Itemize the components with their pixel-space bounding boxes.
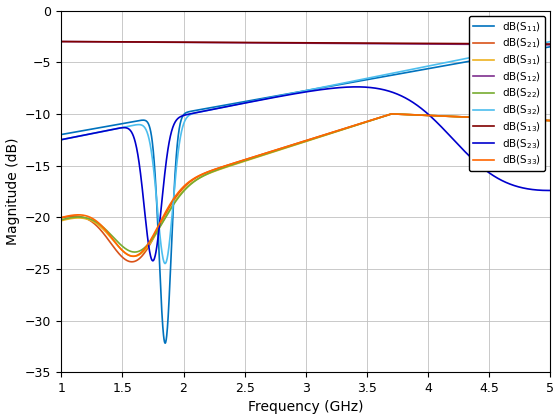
- Legend: dB(S$_{11}$), dB(S$_{21}$), dB(S$_{31}$), dB(S$_{12}$), dB(S$_{22}$), dB(S$_{32}: dB(S$_{11}$), dB(S$_{21}$), dB(S$_{31}$)…: [469, 16, 545, 171]
- dB(S$_{22}$): [533, 118, 540, 123]
- dB(S$_{31}$): [58, 218, 64, 223]
- dB(S$_{13}$): [533, 42, 540, 47]
- dB(S$_{21}$): [388, 111, 395, 116]
- Line: dB(S$_{11}$): dB(S$_{11}$): [61, 47, 550, 343]
- Line: dB(S$_{33}$): dB(S$_{33}$): [61, 114, 550, 256]
- dB(S$_{31}$): [283, 145, 290, 150]
- dB(S$_{31}$): [130, 254, 137, 259]
- dB(S$_{33}$): [547, 118, 554, 123]
- dB(S$_{13}$): [547, 42, 554, 47]
- dB(S$_{23}$): [444, 130, 450, 135]
- dB(S$_{33}$): [444, 114, 450, 119]
- dB(S$_{11}$): [533, 47, 540, 52]
- dB(S$_{32}$): [547, 39, 554, 44]
- Line: dB(S$_{22}$): dB(S$_{22}$): [61, 114, 550, 252]
- dB(S$_{21}$): [83, 216, 90, 221]
- dB(S$_{13}$): [58, 39, 64, 44]
- dB(S$_{21}$): [283, 144, 290, 149]
- dB(S$_{22}$): [131, 249, 138, 255]
- dB(S$_{21}$): [444, 114, 450, 119]
- dB(S$_{22}$): [547, 118, 554, 123]
- dB(S$_{23}$): [547, 188, 554, 193]
- dB(S$_{21}$): [129, 259, 136, 264]
- dB(S$_{33}$): [83, 213, 90, 218]
- dB(S$_{32}$): [533, 42, 540, 47]
- dB(S$_{11}$): [283, 92, 290, 97]
- dB(S$_{13}$): [83, 39, 90, 44]
- dB(S$_{21}$): [533, 118, 540, 123]
- dB(S$_{11}$): [58, 132, 64, 137]
- Line: dB(S$_{21}$): dB(S$_{21}$): [61, 114, 550, 262]
- dB(S$_{21}$): [58, 215, 64, 220]
- dB(S$_{31}$): [533, 118, 540, 123]
- dB(S$_{23}$): [283, 93, 290, 98]
- Line: dB(S$_{23}$): dB(S$_{23}$): [61, 87, 550, 261]
- dB(S$_{11}$): [83, 128, 90, 133]
- dB(S$_{12}$): [58, 39, 64, 44]
- dB(S$_{32}$): [444, 60, 450, 65]
- dB(S$_{12}$): [533, 42, 540, 47]
- dB(S$_{11}$): [533, 47, 540, 52]
- Line: dB(S$_{31}$): dB(S$_{31}$): [61, 114, 550, 256]
- dB(S$_{11}$): [162, 341, 169, 346]
- dB(S$_{23}$): [150, 258, 156, 263]
- dB(S$_{33}$): [58, 215, 64, 220]
- dB(S$_{32}$): [296, 89, 303, 94]
- dB(S$_{23}$): [533, 187, 540, 192]
- dB(S$_{33}$): [296, 140, 303, 145]
- Y-axis label: Magnitude (dB): Magnitude (dB): [6, 138, 20, 245]
- dB(S$_{22}$): [58, 217, 64, 222]
- dB(S$_{33}$): [533, 118, 540, 123]
- dB(S$_{23}$): [83, 132, 90, 137]
- dB(S$_{23}$): [296, 90, 303, 95]
- dB(S$_{13}$): [296, 40, 302, 45]
- dB(S$_{31}$): [83, 216, 90, 221]
- dB(S$_{33}$): [533, 118, 540, 123]
- dB(S$_{33}$): [388, 111, 395, 116]
- Line: dB(S$_{12}$): dB(S$_{12}$): [61, 42, 550, 45]
- dB(S$_{21}$): [296, 140, 303, 145]
- dB(S$_{12}$): [547, 42, 554, 47]
- dB(S$_{23}$): [353, 84, 360, 89]
- dB(S$_{22}$): [533, 118, 540, 123]
- dB(S$_{32}$): [83, 132, 90, 137]
- dB(S$_{22}$): [83, 215, 90, 220]
- dB(S$_{12}$): [83, 39, 90, 44]
- dB(S$_{12}$): [296, 41, 302, 46]
- Line: dB(S$_{32}$): dB(S$_{32}$): [61, 42, 550, 263]
- dB(S$_{32}$): [533, 42, 540, 47]
- dB(S$_{12}$): [283, 41, 290, 46]
- dB(S$_{21}$): [547, 118, 554, 123]
- dB(S$_{33}$): [283, 144, 290, 149]
- dB(S$_{32}$): [58, 137, 64, 142]
- Line: dB(S$_{13}$): dB(S$_{13}$): [61, 42, 550, 44]
- dB(S$_{31}$): [533, 118, 540, 123]
- dB(S$_{23}$): [58, 137, 64, 142]
- dB(S$_{31}$): [547, 118, 554, 123]
- dB(S$_{12}$): [533, 42, 539, 47]
- dB(S$_{33}$): [130, 254, 137, 259]
- dB(S$_{12}$): [443, 42, 450, 47]
- dB(S$_{13}$): [533, 42, 539, 47]
- dB(S$_{13}$): [283, 40, 290, 45]
- dB(S$_{22}$): [444, 114, 450, 119]
- dB(S$_{31}$): [388, 111, 395, 116]
- dB(S$_{11}$): [444, 63, 450, 68]
- dB(S$_{31}$): [296, 141, 303, 146]
- dB(S$_{32}$): [283, 92, 290, 97]
- dB(S$_{32}$): [162, 261, 169, 266]
- dB(S$_{31}$): [444, 114, 450, 119]
- dB(S$_{22}$): [296, 141, 303, 146]
- dB(S$_{13}$): [443, 41, 450, 46]
- dB(S$_{22}$): [388, 111, 395, 116]
- dB(S$_{22}$): [283, 145, 290, 150]
- X-axis label: Frequency (GHz): Frequency (GHz): [248, 400, 363, 415]
- dB(S$_{11}$): [296, 89, 303, 94]
- dB(S$_{23}$): [533, 187, 540, 192]
- dB(S$_{21}$): [533, 118, 540, 123]
- dB(S$_{11}$): [547, 44, 554, 49]
